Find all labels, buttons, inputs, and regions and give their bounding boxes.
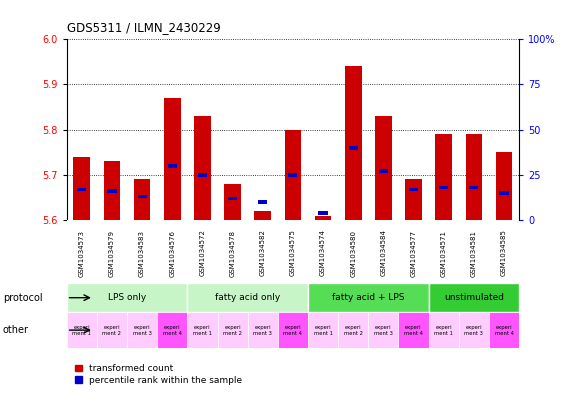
Bar — [439, 186, 448, 189]
Bar — [228, 196, 237, 200]
Text: experi
ment 4: experi ment 4 — [163, 325, 182, 336]
Bar — [134, 180, 150, 220]
Text: GSM1034578: GSM1034578 — [230, 230, 235, 277]
Bar — [157, 312, 187, 348]
Text: experi
ment 3: experi ment 3 — [253, 325, 272, 336]
Text: other: other — [3, 325, 29, 335]
Bar — [398, 312, 429, 348]
Text: GSM1034581: GSM1034581 — [471, 230, 477, 277]
Bar — [379, 169, 388, 173]
Bar — [285, 130, 301, 220]
Bar — [224, 184, 241, 220]
Text: GSM1034584: GSM1034584 — [380, 230, 386, 276]
Bar — [97, 312, 127, 348]
Text: GSM1034575: GSM1034575 — [290, 230, 296, 276]
Text: fatty acid + LPS: fatty acid + LPS — [332, 293, 404, 302]
Bar — [187, 312, 218, 348]
Text: GSM1034582: GSM1034582 — [260, 230, 266, 276]
Bar — [218, 312, 248, 348]
Text: experi
ment 1: experi ment 1 — [434, 325, 453, 336]
Text: experi
ment 4: experi ment 4 — [284, 325, 302, 336]
Text: experi
ment 2: experi ment 2 — [103, 325, 121, 336]
Bar — [315, 216, 331, 220]
Bar — [308, 283, 429, 312]
Bar — [368, 312, 398, 348]
Bar — [107, 189, 117, 193]
Text: experi
ment 2: experi ment 2 — [223, 325, 242, 336]
Bar — [318, 211, 328, 215]
Bar — [466, 134, 482, 220]
Bar — [375, 116, 392, 220]
Bar — [164, 98, 180, 220]
Bar — [168, 164, 177, 168]
Bar — [429, 283, 519, 312]
Bar — [405, 180, 422, 220]
Text: unstimulated: unstimulated — [444, 293, 504, 302]
Text: experi
ment 4: experi ment 4 — [404, 325, 423, 336]
Bar — [496, 152, 512, 220]
Legend: transformed count, percentile rank within the sample: transformed count, percentile rank withi… — [71, 360, 246, 389]
Text: GSM1034583: GSM1034583 — [139, 230, 145, 277]
Bar — [258, 200, 267, 204]
Bar — [198, 173, 207, 177]
Text: experi
ment 3: experi ment 3 — [465, 325, 483, 336]
Bar — [349, 146, 358, 150]
Text: experi
ment 1: experi ment 1 — [72, 325, 91, 336]
Bar — [255, 211, 271, 220]
Bar — [194, 116, 211, 220]
Bar — [288, 173, 298, 177]
Bar — [345, 66, 361, 220]
Text: GSM1034572: GSM1034572 — [200, 230, 205, 276]
Text: GSM1034573: GSM1034573 — [79, 230, 85, 277]
Bar — [409, 187, 418, 191]
Text: GSM1034571: GSM1034571 — [441, 230, 447, 277]
Bar — [67, 312, 97, 348]
Text: GSM1034585: GSM1034585 — [501, 230, 507, 276]
Bar — [338, 312, 368, 348]
Bar — [436, 134, 452, 220]
Text: GSM1034576: GSM1034576 — [169, 230, 175, 277]
Text: experi
ment 3: experi ment 3 — [133, 325, 151, 336]
Text: GSM1034579: GSM1034579 — [109, 230, 115, 277]
Text: GSM1034580: GSM1034580 — [350, 230, 356, 277]
Bar — [77, 187, 86, 191]
Text: experi
ment 2: experi ment 2 — [344, 325, 362, 336]
Text: fatty acid only: fatty acid only — [215, 293, 280, 302]
Text: experi
ment 1: experi ment 1 — [314, 325, 332, 336]
Bar — [137, 195, 147, 198]
Text: GDS5311 / ILMN_2430229: GDS5311 / ILMN_2430229 — [67, 22, 220, 35]
Bar — [308, 312, 338, 348]
Bar — [104, 162, 120, 220]
Text: experi
ment 4: experi ment 4 — [495, 325, 513, 336]
Bar — [489, 312, 519, 348]
Bar — [67, 283, 187, 312]
Text: GSM1034574: GSM1034574 — [320, 230, 326, 276]
Bar — [127, 312, 157, 348]
Bar — [469, 186, 478, 189]
Text: LPS only: LPS only — [108, 293, 146, 302]
Text: experi
ment 3: experi ment 3 — [374, 325, 393, 336]
Bar — [499, 191, 509, 195]
Text: GSM1034577: GSM1034577 — [411, 230, 416, 277]
Bar — [429, 312, 459, 348]
Bar — [74, 157, 90, 220]
Bar — [248, 312, 278, 348]
Bar — [278, 312, 308, 348]
Bar — [187, 283, 308, 312]
Text: experi
ment 1: experi ment 1 — [193, 325, 212, 336]
Bar — [459, 312, 489, 348]
Text: protocol: protocol — [3, 293, 42, 303]
